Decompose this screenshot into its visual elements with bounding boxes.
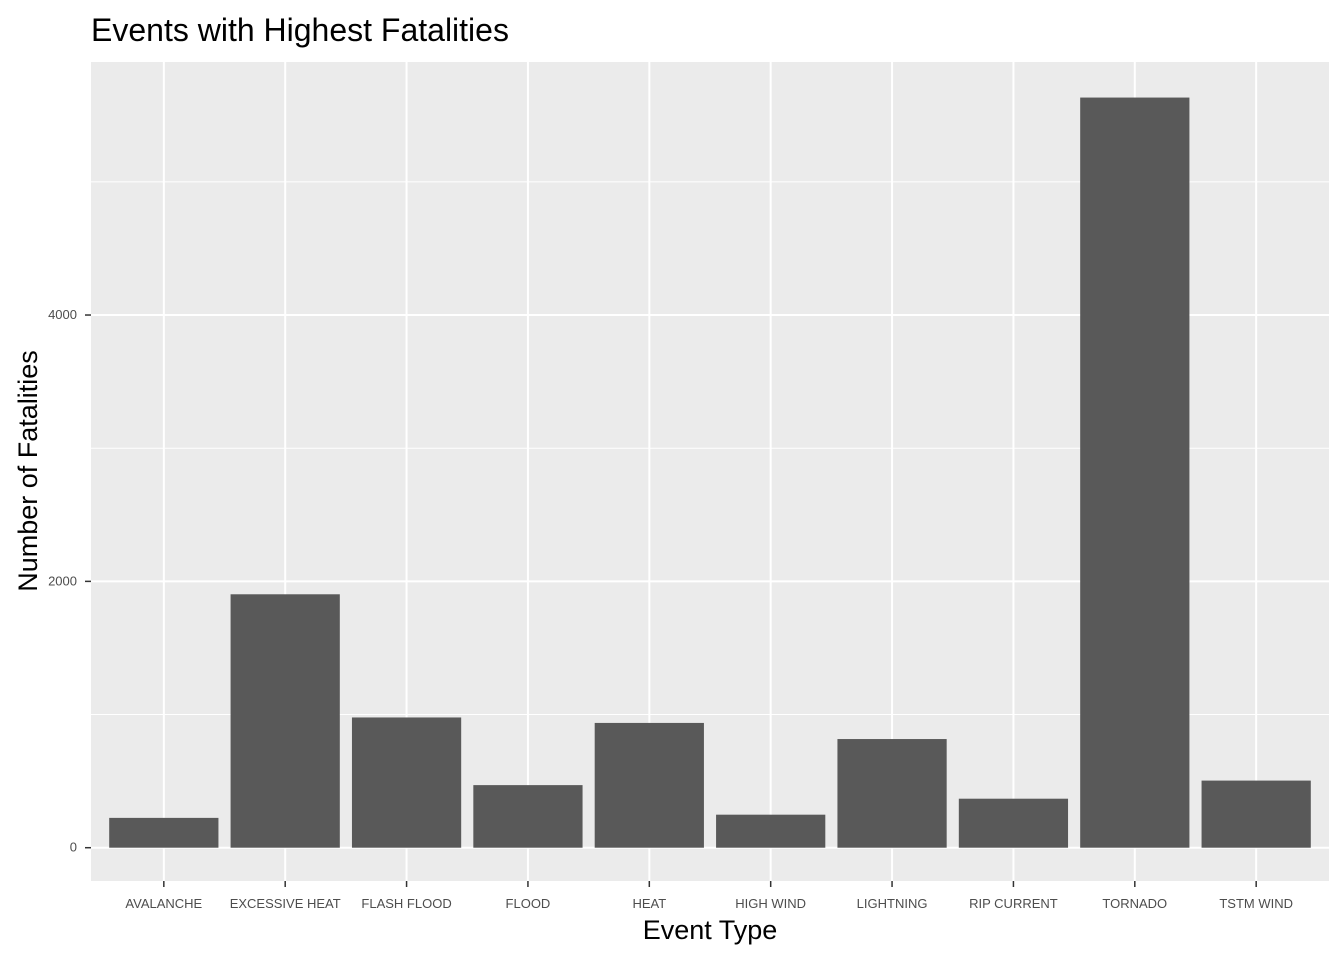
bar-flash-flood — [351, 717, 462, 848]
x-axis-title: Event Type — [643, 915, 778, 945]
bar-rip-current — [958, 798, 1069, 848]
bar-tornado — [1080, 97, 1190, 848]
bar-tstm-wind — [1201, 780, 1311, 848]
chart-title: Events with Highest Fatalities — [91, 12, 509, 48]
bar-high-wind — [716, 814, 826, 848]
x-axis: AVALANCHE EXCESSIVE HEAT FLASH FLOOD FLOOD H… — [125, 881, 1293, 911]
x-tick-label: HIGH WIND — [735, 896, 806, 911]
x-tick-label: RIP CURRENT — [969, 896, 1058, 911]
bar-excessive-heat — [230, 594, 340, 848]
x-tick-label: FLASH FLOOD — [361, 896, 451, 911]
bars — [109, 97, 1311, 848]
x-tick-label: AVALANCHE — [125, 896, 202, 911]
x-tick-label: LIGHTNING — [857, 896, 928, 911]
bar-heat — [594, 722, 704, 848]
y-tick-label: 2000 — [48, 573, 77, 588]
x-tick-label: EXCESSIVE HEAT — [230, 896, 341, 911]
bar-flood — [473, 785, 583, 848]
bar-avalanche — [109, 817, 219, 848]
y-axis-title: Number of Fatalities — [13, 350, 43, 592]
bar-lightning — [837, 739, 947, 848]
y-axis: 0 2000 4000 — [48, 307, 91, 855]
y-tick-label: 0 — [70, 840, 77, 855]
y-tick-label: 4000 — [48, 307, 77, 322]
x-tick-label: TORNADO — [1102, 896, 1167, 911]
x-tick-label: FLOOD — [506, 896, 551, 911]
x-tick-label: TSTM WIND — [1219, 896, 1293, 911]
x-tick-label: HEAT — [632, 896, 666, 911]
